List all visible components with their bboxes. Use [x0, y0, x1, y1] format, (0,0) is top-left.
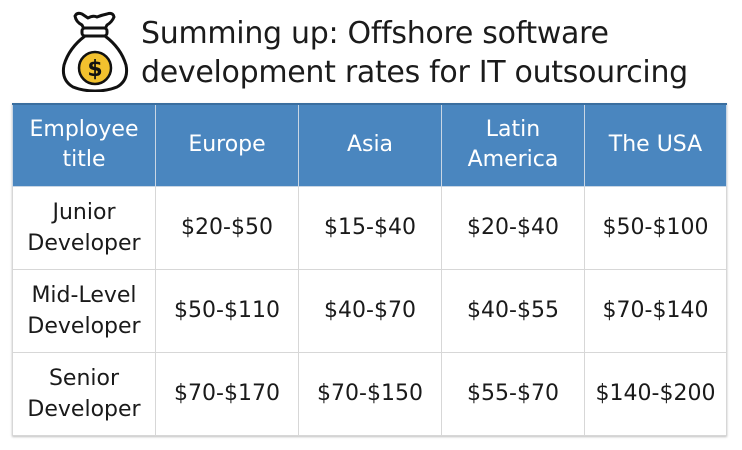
- rate-cell-usa: $140-$200: [584, 351, 727, 436]
- rate-cell-europe: $20-$50: [155, 185, 299, 270]
- row-label-line: Senior: [48, 365, 120, 391]
- rate-cell-europe: $50-$110: [155, 268, 299, 353]
- row-label-junior: Junior Developer: [12, 185, 156, 270]
- row-label-line: Developer: [27, 396, 141, 422]
- title-line-1: Summing up: Offshore software: [141, 16, 609, 51]
- column-header-line: Europe: [188, 132, 266, 158]
- column-header-line: America: [467, 147, 559, 173]
- row-label-line: Developer: [27, 313, 141, 339]
- column-header-line: Asia: [346, 132, 394, 158]
- rate-cell-asia: $15-$40: [298, 185, 442, 270]
- rate-cell-europe: $70-$170: [155, 351, 299, 436]
- row-label-mid-level: Mid-Level Developer: [12, 268, 156, 353]
- table-row-junior: Junior Developer $20-$50 $15-$40 $20-$40…: [12, 185, 727, 270]
- column-header-europe: Europe: [155, 103, 299, 187]
- column-header-line: Latin: [485, 117, 541, 143]
- svg-text:$: $: [87, 57, 102, 82]
- table-row-senior: Senior Developer $70-$170 $70-$150 $55-$…: [12, 351, 727, 436]
- column-header-line: The USA: [608, 132, 703, 158]
- header: $ Summing up: Offshore software developm…: [0, 0, 742, 100]
- rate-cell-latin-america: $40-$55: [441, 268, 585, 353]
- column-header-latin-america: Latin America: [441, 103, 585, 187]
- rates-table: Employee title Europe Asia Latin America…: [12, 103, 727, 436]
- rate-cell-usa: $50-$100: [584, 185, 727, 270]
- rate-cell-latin-america: $55-$70: [441, 351, 585, 436]
- row-label-senior: Senior Developer: [12, 351, 156, 436]
- row-label-line: Junior: [52, 199, 116, 225]
- rate-cell-asia: $70-$150: [298, 351, 442, 436]
- row-label-line: Mid-Level: [31, 282, 137, 308]
- money-bag-icon: $: [55, 10, 135, 93]
- row-label-line: Developer: [27, 230, 141, 256]
- page-title: Summing up: Offshore software developmen…: [141, 14, 688, 92]
- column-header-usa: The USA: [584, 103, 727, 187]
- title-line-2: development rates for IT outsourcing: [141, 55, 688, 90]
- table-header-row: Employee title Europe Asia Latin America…: [12, 103, 727, 187]
- column-header-line: title: [62, 147, 106, 173]
- table-row-mid-level: Mid-Level Developer $50-$110 $40-$70 $40…: [12, 268, 727, 353]
- column-header-asia: Asia: [298, 103, 442, 187]
- column-header-line: Employee: [29, 117, 139, 143]
- rate-cell-latin-america: $20-$40: [441, 185, 585, 270]
- rate-cell-asia: $40-$70: [298, 268, 442, 353]
- rate-cell-usa: $70-$140: [584, 268, 727, 353]
- column-header-employee-title: Employee title: [12, 103, 156, 187]
